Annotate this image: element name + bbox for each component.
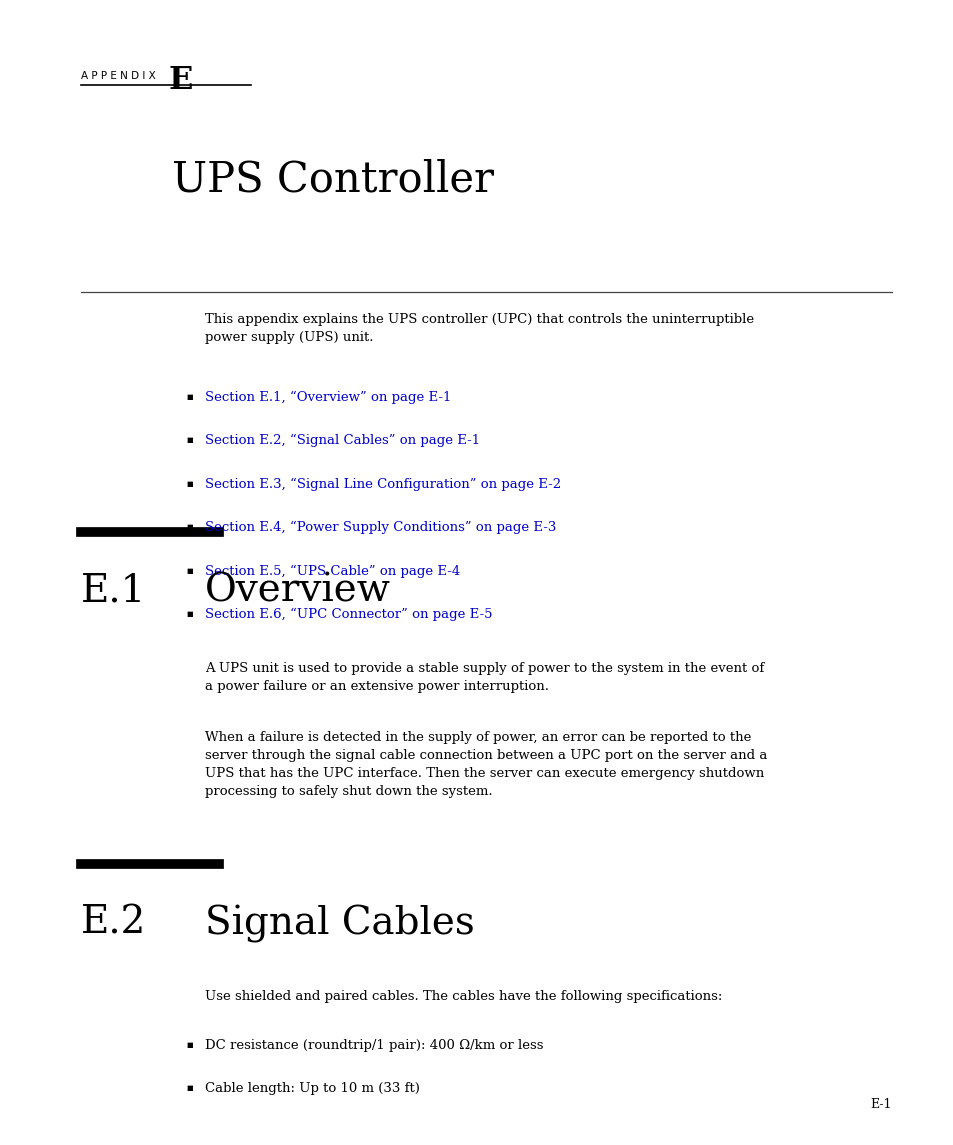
Text: ■: ■ [186, 1042, 193, 1048]
Text: DC resistance (roundtrip/1 pair): 400 Ω/km or less: DC resistance (roundtrip/1 pair): 400 Ω/… [205, 1039, 543, 1051]
Text: ■: ■ [186, 524, 193, 530]
Text: Cable length: Up to 10 m (33 ft): Cable length: Up to 10 m (33 ft) [205, 1082, 419, 1095]
Text: Section E.6, “UPC Connector” on page E-5: Section E.6, “UPC Connector” on page E-5 [205, 608, 492, 622]
Text: ■: ■ [186, 437, 193, 443]
Text: ■: ■ [186, 394, 193, 400]
Text: Section E.1, “Overview” on page E-1: Section E.1, “Overview” on page E-1 [205, 390, 451, 404]
Text: Section E.2, “Signal Cables” on page E-1: Section E.2, “Signal Cables” on page E-1 [205, 434, 479, 448]
Text: Overview: Overview [205, 572, 391, 609]
Text: This appendix explains the UPS controller (UPC) that controls the uninterruptibl: This appendix explains the UPS controlle… [205, 313, 754, 344]
Text: E.1: E.1 [81, 572, 146, 609]
Text: Section E.5, “UPS Cable” on page E-4: Section E.5, “UPS Cable” on page E-4 [205, 564, 460, 578]
Text: E: E [169, 65, 193, 96]
Text: Section E.3, “Signal Line Configuration” on page E-2: Section E.3, “Signal Line Configuration”… [205, 477, 560, 491]
Text: E.2: E.2 [81, 905, 147, 941]
Text: ■: ■ [186, 1085, 193, 1091]
Text: UPS Controller: UPS Controller [172, 158, 494, 200]
Text: Signal Cables: Signal Cables [205, 905, 475, 942]
Text: ■: ■ [186, 611, 193, 617]
Text: When a failure is detected in the supply of power, an error can be reported to t: When a failure is detected in the supply… [205, 731, 766, 798]
Text: E-1: E-1 [869, 1098, 891, 1111]
Text: ■: ■ [186, 481, 193, 487]
Text: A UPS unit is used to provide a stable supply of power to the system in the even: A UPS unit is used to provide a stable s… [205, 662, 763, 693]
Text: A P P E N D I X: A P P E N D I X [81, 71, 155, 81]
Text: Use shielded and paired cables. The cables have the following specifications:: Use shielded and paired cables. The cabl… [205, 990, 721, 1003]
Text: Section E.4, “Power Supply Conditions” on page E-3: Section E.4, “Power Supply Conditions” o… [205, 521, 556, 535]
Text: ■: ■ [186, 568, 193, 574]
